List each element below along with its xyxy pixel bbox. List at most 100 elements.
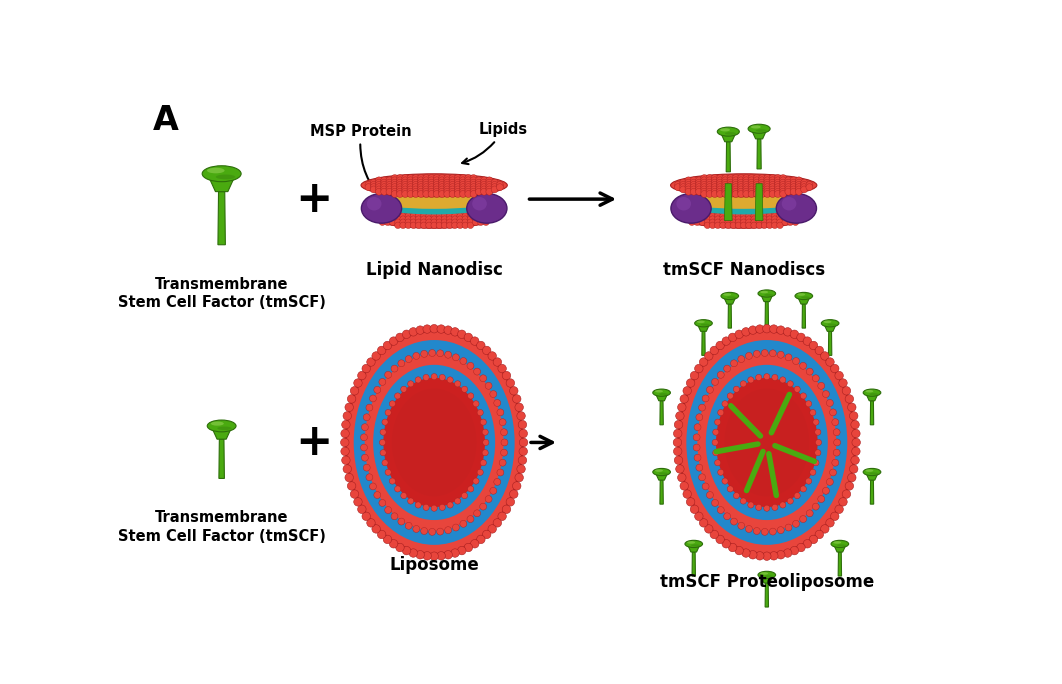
Circle shape bbox=[491, 184, 498, 191]
Circle shape bbox=[460, 184, 466, 191]
Circle shape bbox=[738, 179, 744, 186]
Circle shape bbox=[399, 207, 407, 213]
Circle shape bbox=[376, 186, 382, 193]
Circle shape bbox=[706, 181, 713, 188]
Circle shape bbox=[780, 184, 787, 191]
Circle shape bbox=[467, 213, 474, 220]
Circle shape bbox=[494, 399, 500, 406]
Circle shape bbox=[700, 518, 708, 527]
Circle shape bbox=[678, 473, 686, 482]
Circle shape bbox=[795, 181, 803, 188]
Circle shape bbox=[776, 551, 785, 559]
Polygon shape bbox=[697, 323, 710, 331]
Circle shape bbox=[465, 188, 472, 195]
Circle shape bbox=[436, 222, 443, 228]
Circle shape bbox=[455, 179, 461, 186]
Circle shape bbox=[354, 498, 362, 506]
Circle shape bbox=[685, 177, 692, 184]
Circle shape bbox=[704, 525, 713, 533]
Circle shape bbox=[790, 177, 798, 184]
Ellipse shape bbox=[364, 354, 503, 531]
Circle shape bbox=[753, 350, 760, 357]
Circle shape bbox=[746, 525, 752, 532]
Circle shape bbox=[733, 184, 739, 191]
Circle shape bbox=[795, 177, 803, 184]
Circle shape bbox=[758, 181, 766, 188]
Circle shape bbox=[465, 186, 472, 193]
Circle shape bbox=[717, 186, 723, 193]
Circle shape bbox=[451, 219, 458, 226]
Circle shape bbox=[476, 181, 482, 188]
Ellipse shape bbox=[370, 192, 498, 214]
Circle shape bbox=[790, 188, 798, 195]
Circle shape bbox=[780, 181, 787, 188]
Circle shape bbox=[498, 365, 507, 373]
Circle shape bbox=[407, 188, 414, 195]
Circle shape bbox=[709, 222, 716, 228]
Circle shape bbox=[462, 213, 468, 220]
Circle shape bbox=[473, 219, 479, 226]
Circle shape bbox=[734, 386, 739, 393]
Circle shape bbox=[390, 401, 395, 407]
Circle shape bbox=[826, 518, 835, 527]
Circle shape bbox=[396, 174, 404, 181]
Circle shape bbox=[493, 358, 501, 366]
Circle shape bbox=[423, 504, 429, 510]
Circle shape bbox=[451, 207, 458, 213]
Circle shape bbox=[774, 188, 782, 195]
Circle shape bbox=[722, 337, 731, 345]
Circle shape bbox=[449, 179, 456, 186]
Circle shape bbox=[428, 186, 435, 193]
Circle shape bbox=[426, 213, 432, 220]
Circle shape bbox=[774, 174, 782, 181]
Ellipse shape bbox=[671, 194, 712, 223]
Circle shape bbox=[390, 213, 396, 220]
Ellipse shape bbox=[798, 293, 805, 295]
Circle shape bbox=[727, 393, 734, 399]
Circle shape bbox=[462, 386, 467, 393]
Circle shape bbox=[701, 191, 707, 198]
Circle shape bbox=[816, 439, 822, 445]
Circle shape bbox=[490, 487, 497, 495]
Text: tmSCF Proteoliposome: tmSCF Proteoliposome bbox=[660, 573, 874, 592]
Circle shape bbox=[756, 504, 761, 510]
Polygon shape bbox=[729, 304, 732, 328]
Circle shape bbox=[379, 219, 386, 226]
Circle shape bbox=[712, 179, 718, 186]
Circle shape bbox=[391, 188, 398, 195]
Circle shape bbox=[696, 184, 702, 191]
Circle shape bbox=[770, 325, 778, 333]
Circle shape bbox=[487, 216, 495, 222]
Circle shape bbox=[822, 487, 829, 495]
Circle shape bbox=[457, 207, 463, 213]
Circle shape bbox=[423, 174, 430, 181]
Circle shape bbox=[826, 478, 834, 486]
Circle shape bbox=[742, 179, 750, 186]
Circle shape bbox=[731, 360, 737, 367]
Circle shape bbox=[742, 174, 750, 181]
Circle shape bbox=[690, 505, 699, 514]
Circle shape bbox=[688, 210, 696, 216]
Circle shape bbox=[780, 177, 787, 184]
Circle shape bbox=[447, 377, 453, 383]
Circle shape bbox=[740, 381, 747, 387]
Circle shape bbox=[717, 179, 723, 186]
Circle shape bbox=[795, 186, 803, 193]
Circle shape bbox=[386, 186, 393, 193]
Ellipse shape bbox=[466, 194, 507, 223]
Polygon shape bbox=[726, 142, 731, 172]
Circle shape bbox=[465, 181, 472, 188]
Circle shape bbox=[695, 423, 701, 431]
Ellipse shape bbox=[370, 204, 498, 228]
Circle shape bbox=[801, 393, 806, 399]
Circle shape bbox=[723, 365, 731, 372]
Circle shape bbox=[379, 439, 386, 445]
Circle shape bbox=[477, 410, 483, 416]
Circle shape bbox=[455, 498, 461, 504]
Circle shape bbox=[764, 373, 770, 380]
Circle shape bbox=[729, 543, 737, 552]
Circle shape bbox=[748, 191, 755, 198]
Circle shape bbox=[446, 222, 453, 228]
Circle shape bbox=[467, 210, 474, 216]
Circle shape bbox=[362, 512, 371, 521]
